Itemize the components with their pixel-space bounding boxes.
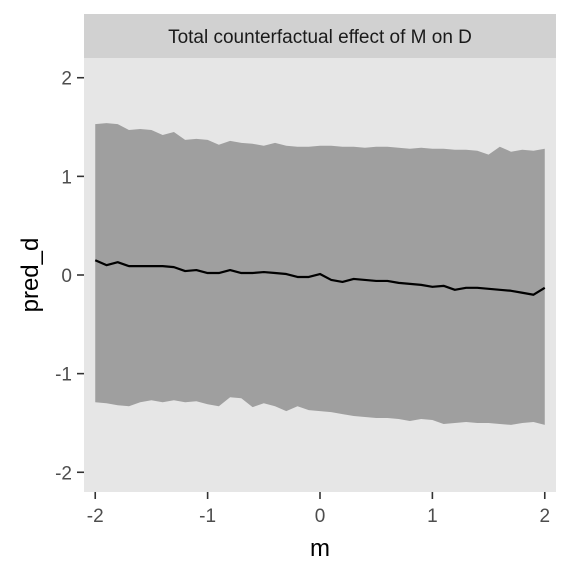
x-axis-title: m: [310, 535, 330, 562]
y-tick-label: 0: [61, 266, 72, 287]
facet-strip: [84, 14, 556, 58]
x-tick-label: -2: [87, 506, 104, 527]
x-tick-label: 1: [427, 506, 438, 527]
y-tick-label: -2: [55, 463, 72, 484]
y-axis-title: pred_d: [17, 238, 44, 313]
x-tick-label: -1: [199, 506, 216, 527]
chart-title: Total counterfactual effect of M on D: [168, 27, 472, 48]
y-axis: -2 -1 0 1 2: [55, 69, 84, 484]
y-tick-label: -1: [55, 365, 72, 386]
y-tick-label: 1: [61, 167, 72, 188]
x-tick-label: 0: [315, 506, 326, 527]
x-tick-label: 2: [539, 506, 550, 527]
prediction-line: [94, 259, 546, 296]
y-tick-label: 2: [61, 69, 72, 90]
x-axis: -2 -1 0 1 2: [87, 492, 550, 527]
